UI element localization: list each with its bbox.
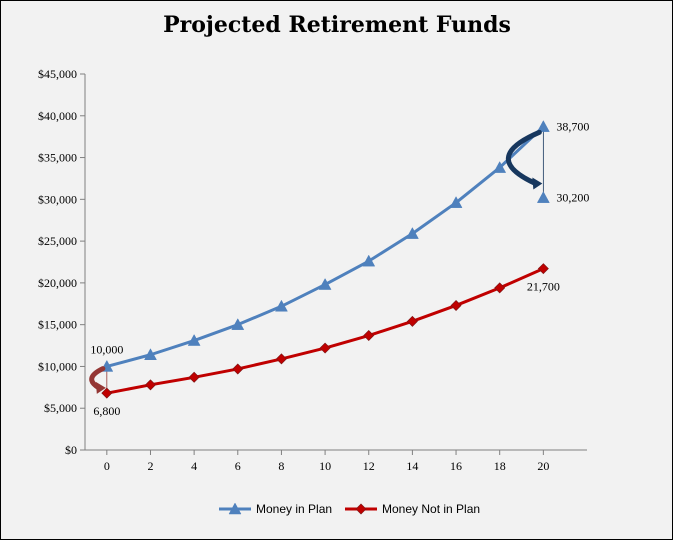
y-tick-label: $40,000 — [38, 109, 77, 123]
legend-label: Money Not in Plan — [382, 502, 480, 516]
arrows — [89, 129, 543, 394]
curved-arrow-head-2 — [532, 177, 543, 190]
y-tick-label: $0 — [65, 443, 77, 457]
series-2-point — [494, 282, 506, 294]
x-tick-label: 18 — [494, 459, 506, 473]
legend-label: Money in Plan — [256, 502, 332, 516]
series-1-point — [318, 278, 332, 290]
series-2-point — [144, 379, 156, 391]
x-tick-label: 4 — [191, 459, 197, 473]
x-tick-label: 6 — [235, 459, 241, 473]
series-1-point — [187, 334, 201, 346]
y-tick-label: $20,000 — [38, 276, 77, 290]
data-label: 30,200 — [556, 191, 589, 205]
y-tick-label: $25,000 — [38, 234, 77, 248]
x-tick-label: 12 — [363, 459, 375, 473]
x-tick-label: 20 — [537, 459, 549, 473]
series-1-point — [449, 196, 463, 208]
series-2-point — [537, 263, 549, 275]
x-tick-label: 10 — [319, 459, 331, 473]
series-2-point — [363, 330, 375, 342]
y-tick-label: $15,000 — [38, 318, 77, 332]
y-tick-label: $5,000 — [44, 401, 77, 415]
series-1-point — [231, 318, 245, 330]
series-1-point — [362, 254, 376, 267]
data-label: 10,000 — [90, 342, 123, 356]
series-line-1 — [106, 125, 545, 368]
curved-arrow-2 — [505, 129, 542, 186]
series-1-point — [144, 348, 157, 360]
series-layer — [100, 120, 550, 399]
series-2-point — [450, 299, 462, 311]
series-2-point — [232, 363, 244, 375]
data-label: 6,800 — [93, 404, 120, 418]
y-tick-label: $10,000 — [38, 359, 77, 373]
y-tick-label: $35,000 — [38, 151, 77, 165]
axes: $0 $5,000 $10,000 $15,000 $20,000 $25,000 $30,… — [38, 67, 587, 473]
x-tick-label: 8 — [278, 459, 284, 473]
series-2-point — [406, 315, 418, 327]
data-label: 38,700 — [556, 120, 589, 134]
x-tick-label: 14 — [406, 459, 418, 473]
series-1-point — [493, 161, 507, 173]
x-tick-label: 2 — [147, 459, 153, 473]
series-1-point — [536, 120, 550, 132]
data-labels: 10,000 6,800 38,700 30,200 21,700 — [90, 120, 589, 419]
legend: Money in Plan Money Not in Plan — [219, 502, 480, 516]
series-2-point — [101, 387, 113, 399]
legend-marker-1 — [228, 502, 242, 515]
y-tick-label: $45,000 — [38, 67, 77, 81]
x-tick-label: 16 — [450, 459, 462, 473]
series-2-point — [275, 353, 287, 365]
legend-marker-2 — [355, 503, 367, 515]
series-2-point — [188, 371, 200, 383]
x-tick-label: 0 — [104, 459, 110, 473]
curved-arrow-head-1 — [95, 381, 106, 394]
series-1-point — [275, 299, 288, 312]
chart-title: Projected Retirement Funds — [163, 12, 511, 38]
extra-data-point — [536, 191, 550, 203]
series-1-point — [405, 227, 419, 239]
data-label: 21,700 — [527, 280, 560, 294]
series-2-point — [319, 342, 331, 354]
y-tick-label: $30,000 — [38, 192, 77, 206]
